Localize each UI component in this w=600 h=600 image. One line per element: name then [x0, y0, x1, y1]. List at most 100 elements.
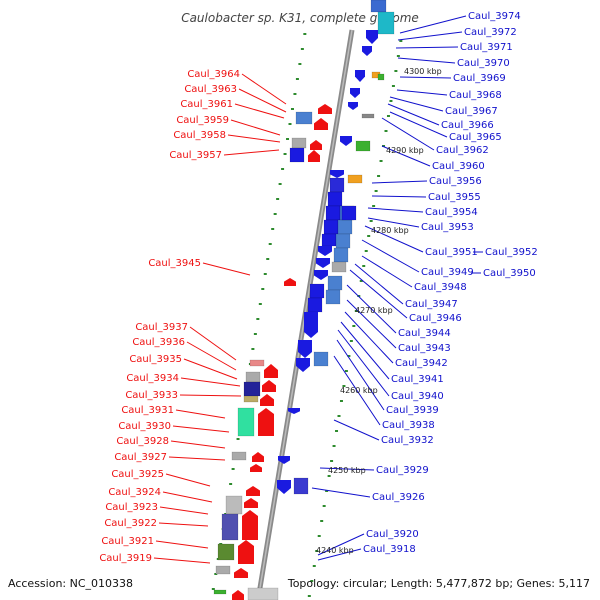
left-gene-label[interactable]: Caul_3945 [148, 258, 201, 269]
right-gene-label[interactable]: Caul_3974 [468, 11, 521, 22]
right-gene-label[interactable]: Caul_3965 [449, 132, 502, 143]
right-leader-line [395, 46, 459, 49]
right-gene-label[interactable]: Caul_3918 [363, 544, 416, 555]
left-gene-label[interactable]: Caul_3961 [180, 99, 233, 110]
left-gene-label[interactable]: Caul_3922 [104, 518, 157, 529]
right-gene-label[interactable]: Caul_3967 [445, 106, 498, 117]
gene-block [215, 565, 231, 575]
right-gene-label[interactable]: Caul_3953 [421, 222, 474, 233]
right-gene-label[interactable]: Caul_3920 [366, 529, 419, 540]
right-gene-label[interactable]: Caul_3926 [372, 492, 425, 503]
left-gene-label[interactable]: Caul_3924 [108, 487, 161, 498]
gene-arrow-down [288, 408, 300, 414]
gene-block [377, 73, 385, 81]
left-gene-label[interactable]: Caul_3959 [176, 115, 229, 126]
right-gene-label[interactable]: Caul_3944 [398, 328, 451, 339]
left-gene-label[interactable]: Caul_3928 [116, 436, 169, 447]
gene-arrow-down [355, 70, 365, 82]
right-leader-line [333, 355, 381, 426]
left-leader-line [223, 149, 280, 156]
right-gene-label[interactable]: Caul_3951 [425, 247, 478, 258]
right-gene-label[interactable]: Caul_3947 [405, 299, 458, 310]
gene-block [321, 233, 337, 247]
gene-arrow-down [366, 30, 378, 44]
left-gene-label[interactable]: Caul_3921 [101, 536, 154, 547]
left-gene-label[interactable]: Caul_3957 [169, 150, 222, 161]
gene-arrow-down [304, 312, 318, 338]
left-gene-label[interactable]: Caul_3935 [129, 354, 182, 365]
gene-block [293, 477, 309, 495]
left-gene-label[interactable]: Caul_3925 [111, 469, 164, 480]
left-gene-label[interactable]: Caul_3936 [132, 337, 185, 348]
gene-arrow-down [314, 270, 328, 280]
right-leader-line [319, 467, 375, 471]
gene-block [291, 137, 307, 149]
right-gene-label[interactable]: Caul_3943 [398, 343, 451, 354]
scale-label: 4290 kbp [386, 146, 424, 155]
gene-block [327, 191, 343, 207]
gene-arrow-up [258, 408, 274, 436]
gene-arrow-down [348, 102, 358, 110]
right-gene-label[interactable]: Caul_3941 [391, 374, 444, 385]
right-gene-label[interactable]: Caul_3955 [428, 192, 481, 203]
gene-arrow-down [330, 170, 344, 178]
right-gene-label[interactable]: Caul_3970 [457, 58, 510, 69]
right-gene-label[interactable]: Caul_3968 [449, 90, 502, 101]
right-gene-labels: Caul_3974 Caul_3972 Caul_3971 Caul_3970 Caul… [363, 11, 538, 555]
gene-arrow-up [310, 140, 322, 150]
right-leader-line [397, 57, 456, 64]
gene-block [355, 140, 371, 152]
left-leader-line [158, 522, 209, 527]
right-gene-label[interactable]: Caul_3949 [421, 267, 474, 278]
right-gene-label[interactable]: Caul_3942 [395, 358, 448, 369]
right-gene-label[interactable]: Caul_3972 [464, 27, 517, 38]
gene-block [309, 283, 325, 299]
left-gene-label[interactable]: Caul_3933 [125, 390, 178, 401]
left-leader-line [202, 262, 251, 276]
right-leader-line [371, 195, 427, 198]
left-leader-line [175, 409, 226, 419]
left-gene-label[interactable]: Caul_3964 [187, 69, 240, 80]
right-gene-label[interactable]: Caul_3946 [409, 313, 462, 324]
left-gene-label[interactable]: Caul_3958 [173, 130, 226, 141]
right-gene-label[interactable]: Caul_3950 [483, 268, 536, 279]
gene-block [231, 451, 247, 461]
right-gene-label[interactable]: Caul_3956 [429, 176, 482, 187]
scale-label: 4270 kbp [355, 306, 393, 315]
right-gene-label[interactable]: Caul_3929 [376, 465, 429, 476]
right-leader-line [361, 239, 420, 273]
right-leader-line [354, 263, 404, 305]
right-gene-label[interactable]: Caul_3971 [460, 42, 513, 53]
gene-block [377, 11, 395, 35]
right-gene-label[interactable]: Caul_3960 [432, 161, 485, 172]
gene-arrow-up [252, 452, 264, 462]
left-leader-line [165, 473, 211, 487]
gene-arrow-up [314, 118, 328, 130]
right-gene-label[interactable]: Caul_3962 [436, 145, 489, 156]
left-gene-label[interactable]: Caul_3963 [184, 84, 237, 95]
right-gene-label[interactable]: Caul_3954 [425, 207, 478, 218]
left-gene-label[interactable]: Caul_3937 [135, 322, 188, 333]
left-gene-label[interactable]: Caul_3934 [126, 373, 179, 384]
right-gene-label[interactable]: Caul_3966 [441, 120, 494, 131]
left-gene-label[interactable]: Caul_3930 [118, 421, 171, 432]
left-leader-line [159, 506, 209, 515]
right-gene-label[interactable]: Caul_3932 [381, 435, 434, 446]
right-leader-line [311, 487, 371, 498]
left-gene-label[interactable]: Caul_3927 [114, 452, 167, 463]
right-gene-label[interactable]: Caul_3940 [391, 391, 444, 402]
left-gene-label[interactable]: Caul_3919 [99, 553, 152, 564]
gene-block [325, 205, 341, 221]
left-gene-label[interactable]: Caul_3923 [105, 502, 158, 513]
right-gene-label[interactable]: Caul_3952 [485, 247, 538, 258]
right-gene-label[interactable]: Caul_3969 [453, 73, 506, 84]
gene-arrow-down [296, 358, 310, 372]
left-leader-line [170, 440, 226, 449]
right-leader-line [346, 299, 397, 349]
left-gene-label[interactable]: Caul_3931 [121, 405, 174, 416]
right-gene-label[interactable]: Caul_3948 [414, 282, 467, 293]
right-gene-label[interactable]: Caul_3939 [386, 405, 439, 416]
map-title: Caulobacter sp. K31, complete genome [181, 11, 419, 25]
gene-arrow-down [340, 136, 352, 146]
right-gene-label[interactable]: Caul_3938 [382, 420, 435, 431]
